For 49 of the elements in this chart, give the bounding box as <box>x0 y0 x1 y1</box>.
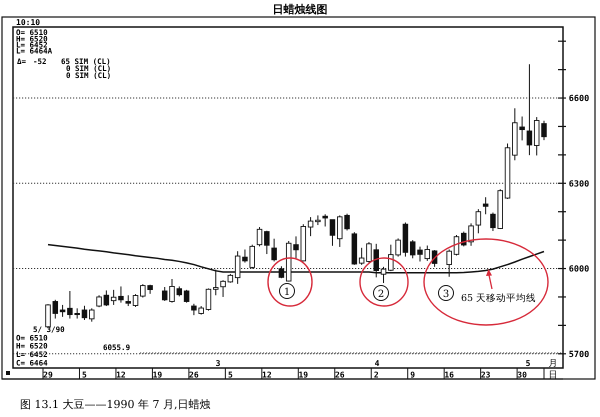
x-tick-label: 19 <box>152 370 162 380</box>
candlestick <box>541 120 547 141</box>
y-tick-label: 6600 <box>568 94 590 104</box>
candlestick <box>89 308 95 322</box>
y-tick-label: 6300 <box>568 179 590 190</box>
candlestick <box>519 116 525 141</box>
candlestick <box>191 303 197 316</box>
y-tick-label: 6000 <box>568 264 590 275</box>
candlestick <box>147 284 153 294</box>
annotation: 5 <box>526 359 531 368</box>
annotation: 1 <box>284 287 290 298</box>
text: 10:10 <box>16 18 40 27</box>
chart-title: 日蜡烛线图 <box>272 3 328 16</box>
y-tick-label: 5700 <box>568 350 590 360</box>
x-tick-label: 23 <box>480 370 491 380</box>
candlestick <box>249 244 255 270</box>
x-tick-label: 12 <box>262 370 272 380</box>
x-tick-label: 9 <box>410 370 416 380</box>
x-tick-label: 5 <box>228 370 233 380</box>
text: 日 <box>548 370 558 380</box>
candlestick <box>490 212 496 232</box>
candlestick <box>271 238 277 262</box>
x-tick-label: 5 <box>82 370 88 380</box>
annotation: 3 <box>216 359 221 368</box>
annotation: 4 <box>374 359 380 368</box>
text: 月 <box>548 359 558 369</box>
x-tick-label: 26 <box>334 370 345 380</box>
candlestick <box>125 294 131 307</box>
candlestick <box>476 208 482 234</box>
annotation: 3 <box>442 289 450 300</box>
annotation: 2 <box>378 289 384 300</box>
annotation: 65 天移动平均线 <box>461 292 536 304</box>
candlestick <box>337 214 343 248</box>
candlestick <box>322 214 328 227</box>
candlestick <box>330 219 336 246</box>
candlestick <box>344 213 350 231</box>
x-tick-label: 26 <box>189 370 199 380</box>
x-tick-label: 16 <box>444 370 454 380</box>
candlestick <box>184 289 190 304</box>
x-tick-label: 2 <box>374 370 379 380</box>
x-tick-label: 29 <box>43 370 53 380</box>
candlestick <box>526 64 532 156</box>
candlestick <box>410 240 416 259</box>
x-tick-label: 30 <box>517 370 528 380</box>
candlestick <box>482 196 488 215</box>
x-tick-label: 19 <box>298 370 308 380</box>
candlestick <box>468 222 474 246</box>
caption: 图 13.1 大豆——1990 年 7 月,日蜡烛 <box>20 398 210 411</box>
x-tick-label: 12 <box>116 370 126 380</box>
